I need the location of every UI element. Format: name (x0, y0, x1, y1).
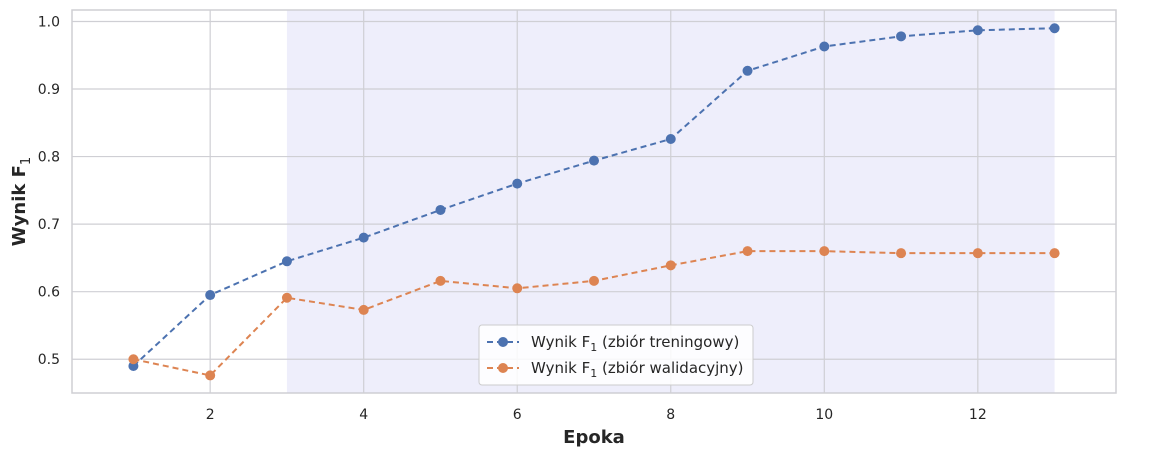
series-2-point (435, 275, 446, 286)
tick-label-layer: 2 4 6 8 10 12 0.5 0.6 0.7 0.8 0.9 1.0 (38, 14, 987, 423)
series-1-point (742, 65, 753, 76)
series-2-point (358, 304, 369, 315)
y-tick-label: 0.6 (38, 285, 60, 301)
y-tick-label: 0.8 (38, 150, 60, 166)
legend-label-1: Wynik F1 (zbiór treningowy) (531, 333, 739, 354)
legend: Wynik F1 (zbiór treningowy) Wynik F1 (zbi… (478, 324, 754, 386)
legend-swatch-marker-2 (498, 363, 508, 373)
series-2-point (128, 354, 139, 365)
series-2-point (819, 246, 830, 257)
series-1-point (1049, 23, 1060, 34)
series-2-point (742, 246, 753, 257)
series-1-point (205, 290, 216, 301)
y-axis-title-subscript: 1 (19, 157, 34, 165)
series-2-point (1049, 248, 1060, 259)
y-tick-label: 0.9 (38, 82, 60, 98)
series-1-point (972, 25, 983, 36)
series-2-point (665, 260, 676, 271)
series-1-point (435, 204, 446, 215)
series-1-point (358, 232, 369, 243)
series-2-point (972, 248, 983, 259)
x-tick-label: 6 (513, 407, 522, 423)
series-1-point (589, 155, 599, 166)
series-1-point (896, 31, 907, 42)
series-2-point (281, 292, 292, 303)
series-2-point (589, 275, 599, 286)
series-layer (128, 23, 1060, 381)
x-tick-label: 2 (206, 407, 215, 423)
y-axis-title: Wynik F1 (9, 157, 34, 246)
x-tick-label: 12 (969, 407, 987, 423)
series-1-point (819, 41, 830, 52)
y-tick-label: 0.7 (38, 217, 60, 233)
x-tick-label: 4 (359, 407, 368, 423)
legend-label-2: Wynik F1 (zbiór walidacyjny) (531, 359, 744, 380)
x-axis-title: Epoka (563, 427, 625, 448)
series-1-point (512, 178, 523, 189)
series-1-point (665, 134, 676, 145)
y-tick-label: 1.0 (38, 14, 60, 30)
series-2-point (205, 370, 216, 381)
x-tick-label: 8 (666, 407, 675, 423)
legend-box (478, 324, 754, 386)
y-tick-label: 0.5 (38, 352, 60, 368)
legend-entries: Wynik F1 (zbiór treningowy) Wynik F1 (zbi… (487, 333, 744, 380)
x-tick-label: 10 (815, 407, 833, 423)
series-2-point (512, 283, 523, 294)
legend-swatch-marker-1 (498, 337, 508, 347)
series-2-point (896, 248, 907, 259)
y-axis-title-main: Wynik F (9, 165, 30, 246)
series-1-point (281, 256, 292, 267)
plot-frame (71, 9, 1117, 394)
